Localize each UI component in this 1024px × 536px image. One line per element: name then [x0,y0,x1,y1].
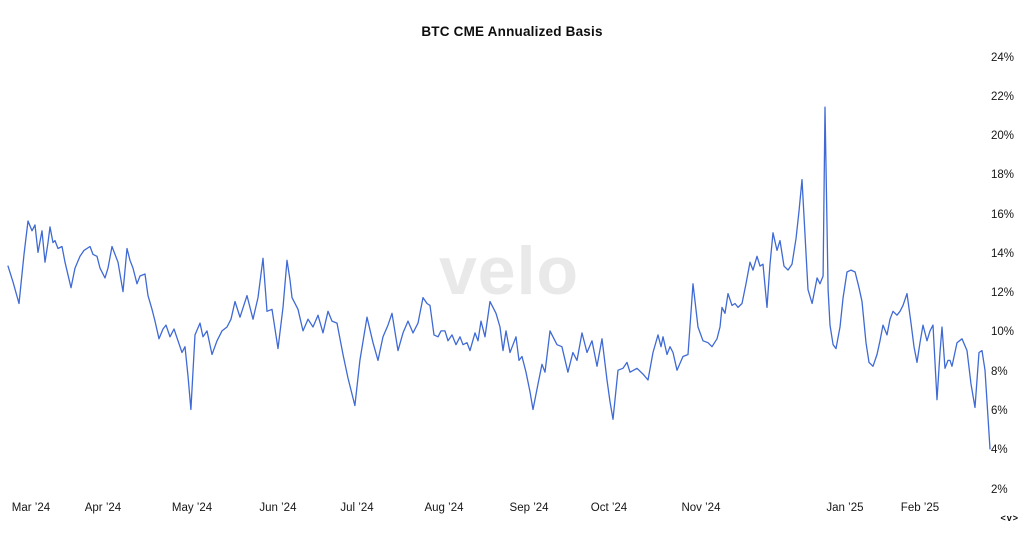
chart-title: BTC CME Annualized Basis [421,24,603,39]
x-tick-label: Feb ’25 [900,502,940,514]
y-tick-label: 6% [991,404,1008,417]
y-tick-label: 2% [991,483,1008,496]
velo-logo-mark: <v> [1000,513,1019,523]
y-tick-label: 24% [991,51,1015,64]
x-tick-label: Jan ’25 [826,502,864,514]
series-line [7,106,991,450]
y-tick-label: 10% [991,326,1015,339]
x-tick-label: Aug ’24 [424,502,464,514]
y-tick-label: 12% [991,287,1015,300]
x-tick-label: Nov ’24 [681,502,721,514]
x-tick-label: Jun ’24 [259,502,297,514]
x-tick-label: Mar ’24 [11,502,51,514]
y-tick-label: 22% [991,90,1015,103]
y-tick-label: 4% [991,444,1008,457]
y-tick-label: 8% [991,365,1008,378]
x-tick-label: Sep ’24 [509,502,549,514]
y-tick-label: 14% [991,247,1015,260]
x-tick-label: Oct ’24 [590,502,628,514]
x-tick-label: Apr ’24 [84,502,122,514]
y-tick-label: 16% [991,208,1015,221]
y-tick-label: 20% [991,130,1015,143]
velo-watermark: velo [438,233,580,309]
x-tick-label: May ’24 [171,502,213,514]
y-tick-label: 18% [991,169,1015,182]
x-tick-label: Jul ’24 [340,502,374,514]
